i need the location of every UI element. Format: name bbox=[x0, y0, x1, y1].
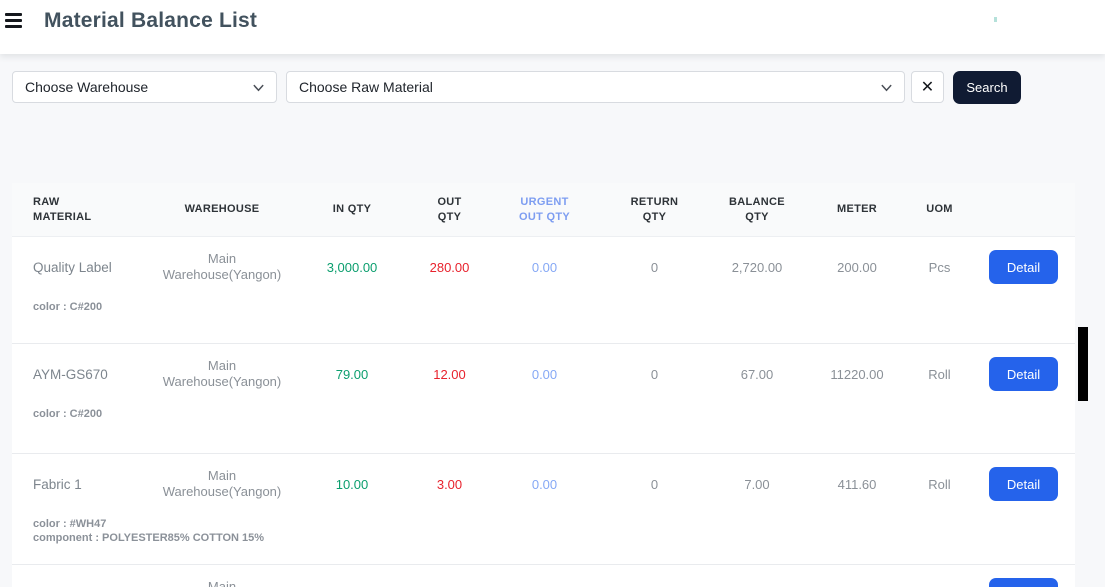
raw-material-select[interactable]: Choose Raw Material bbox=[286, 71, 905, 103]
table-row: AYM-GS670 Main Warehouse(Yangon) 79.00 1… bbox=[12, 344, 1075, 454]
cell-out-qty: 12.00 bbox=[433, 366, 466, 382]
cell-urgent-out-qty: 0.00 bbox=[531, 476, 558, 492]
cell-in-qty: 10.00 bbox=[335, 476, 369, 492]
column-header-uom: UOM bbox=[926, 203, 953, 215]
cell-uom: Pcs bbox=[928, 259, 951, 275]
cell-meter: 11220.00 bbox=[830, 366, 884, 382]
cell-urgent-out-qty: 0.00 bbox=[531, 366, 558, 382]
chevron-down-icon bbox=[881, 84, 892, 91]
column-header-in-qty: IN QTY bbox=[332, 203, 372, 215]
search-button[interactable]: Search bbox=[953, 71, 1021, 104]
cell-uom: Roll bbox=[928, 366, 951, 382]
chevron-down-icon bbox=[253, 84, 264, 91]
clear-filter-button[interactable]: ✕ bbox=[911, 71, 944, 103]
cell-meter: 200.00 bbox=[837, 259, 877, 275]
top-bar: Material Balance List bbox=[0, 0, 1105, 54]
cell-balance-qty: 7.00 bbox=[744, 476, 770, 492]
cell-return-qty: 0 bbox=[650, 259, 659, 275]
status-dot bbox=[994, 17, 997, 22]
detail-button[interactable]: Detail bbox=[989, 578, 1058, 587]
table-row: Fabric 1 Main Warehouse(Yangon) 10.00 3.… bbox=[12, 454, 1075, 565]
cell-warehouse: Main Warehouse(Yangon) bbox=[162, 468, 282, 499]
cell-raw-material: AYM-GS670 bbox=[33, 366, 108, 382]
warehouse-select[interactable]: Choose Warehouse bbox=[12, 71, 277, 103]
page-title: Material Balance List bbox=[44, 9, 258, 32]
cell-in-qty: 3,000.00 bbox=[326, 259, 378, 275]
detail-button[interactable]: Detail bbox=[989, 467, 1058, 501]
cell-warehouse: Main Warehouse(Yangon) bbox=[162, 358, 282, 389]
cell-urgent-out-qty: 0.00 bbox=[531, 259, 558, 275]
detail-button[interactable]: Detail bbox=[989, 357, 1058, 391]
cell-warehouse: Main Warehouse(Yangon) bbox=[162, 251, 282, 282]
table-row: Main Warehouse(Yangon) Detail bbox=[12, 565, 1075, 587]
cell-balance-qty: 2,720.00 bbox=[731, 259, 783, 275]
cell-warehouse: Main Warehouse(Yangon) bbox=[207, 579, 237, 587]
cell-uom: Roll bbox=[928, 476, 951, 492]
cell-raw-material: Fabric 1 bbox=[33, 476, 82, 492]
column-header-out-qty: OUT QTY bbox=[437, 195, 462, 223]
column-header-warehouse: WAREHOUSE bbox=[184, 203, 260, 215]
column-header-urgent-out-qty: URGENT OUT QTY bbox=[519, 195, 570, 223]
table-row: Quality Label Main Warehouse(Yangon) 3,0… bbox=[12, 237, 1075, 344]
raw-material-select-value: Choose Raw Material bbox=[299, 79, 433, 95]
cell-in-qty: 79.00 bbox=[335, 366, 369, 382]
detail-button[interactable]: Detail bbox=[989, 250, 1058, 284]
row-extra-info: color : #WH47 component : POLYESTER85% C… bbox=[33, 518, 265, 544]
row-extra-info: color : C#200 bbox=[33, 301, 103, 313]
row-extra-info: color : C#200 bbox=[33, 408, 103, 420]
column-header-raw-material: RAW MATERIAL bbox=[33, 195, 92, 223]
cell-out-qty: 280.00 bbox=[429, 259, 470, 275]
cell-return-qty: 0 bbox=[650, 476, 659, 492]
column-header-return-qty: RETURN QTY bbox=[630, 195, 679, 223]
column-header-meter: METER bbox=[837, 203, 877, 215]
cell-balance-qty: 67.00 bbox=[740, 366, 774, 382]
table-header-row: RAW MATERIAL WAREHOUSE IN QTY OUT QTY UR… bbox=[12, 183, 1075, 237]
hamburger-menu-icon[interactable] bbox=[5, 13, 22, 28]
material-balance-table: RAW MATERIAL WAREHOUSE IN QTY OUT QTY UR… bbox=[12, 183, 1075, 587]
scrollbar-thumb[interactable] bbox=[1078, 327, 1088, 401]
column-header-balance-qty: BALANCE QTY bbox=[729, 195, 785, 223]
filter-bar: Choose Warehouse Choose Raw Material ✕ S… bbox=[0, 71, 1105, 104]
close-icon: ✕ bbox=[920, 79, 935, 96]
warehouse-select-value: Choose Warehouse bbox=[25, 79, 149, 95]
cell-return-qty: 0 bbox=[650, 366, 659, 382]
cell-meter: 411.60 bbox=[837, 476, 877, 492]
cell-out-qty: 3.00 bbox=[436, 476, 463, 492]
cell-raw-material: Quality Label bbox=[33, 259, 112, 275]
